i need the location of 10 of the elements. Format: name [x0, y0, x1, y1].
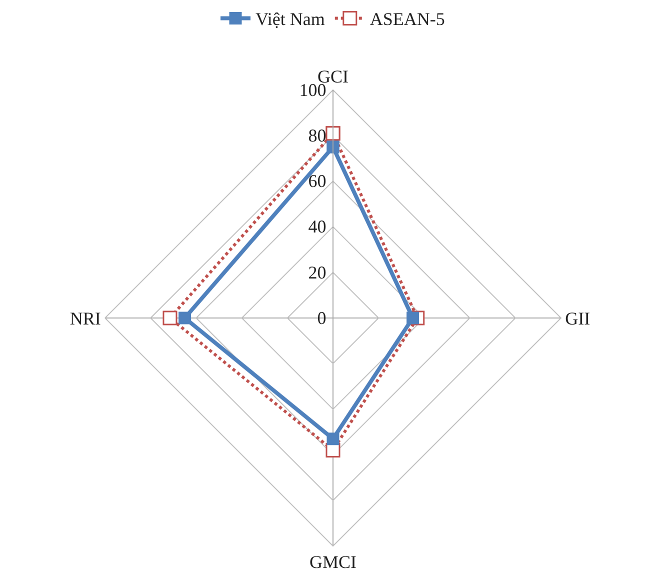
- legend-label: Việt Nam: [256, 9, 325, 30]
- spoke-label: GII: [565, 308, 590, 328]
- spoke-label: NRI: [70, 308, 101, 328]
- spoke-label: GMCI: [309, 552, 357, 572]
- y-tick-label: 60: [308, 171, 326, 192]
- y-tick-label: 0: [317, 308, 326, 328]
- y-tick-label: 80: [308, 125, 326, 146]
- y-tick-label: 40: [308, 216, 326, 237]
- y-tick-label: 20: [308, 262, 326, 282]
- legend-label: ASEAN-5: [370, 9, 445, 30]
